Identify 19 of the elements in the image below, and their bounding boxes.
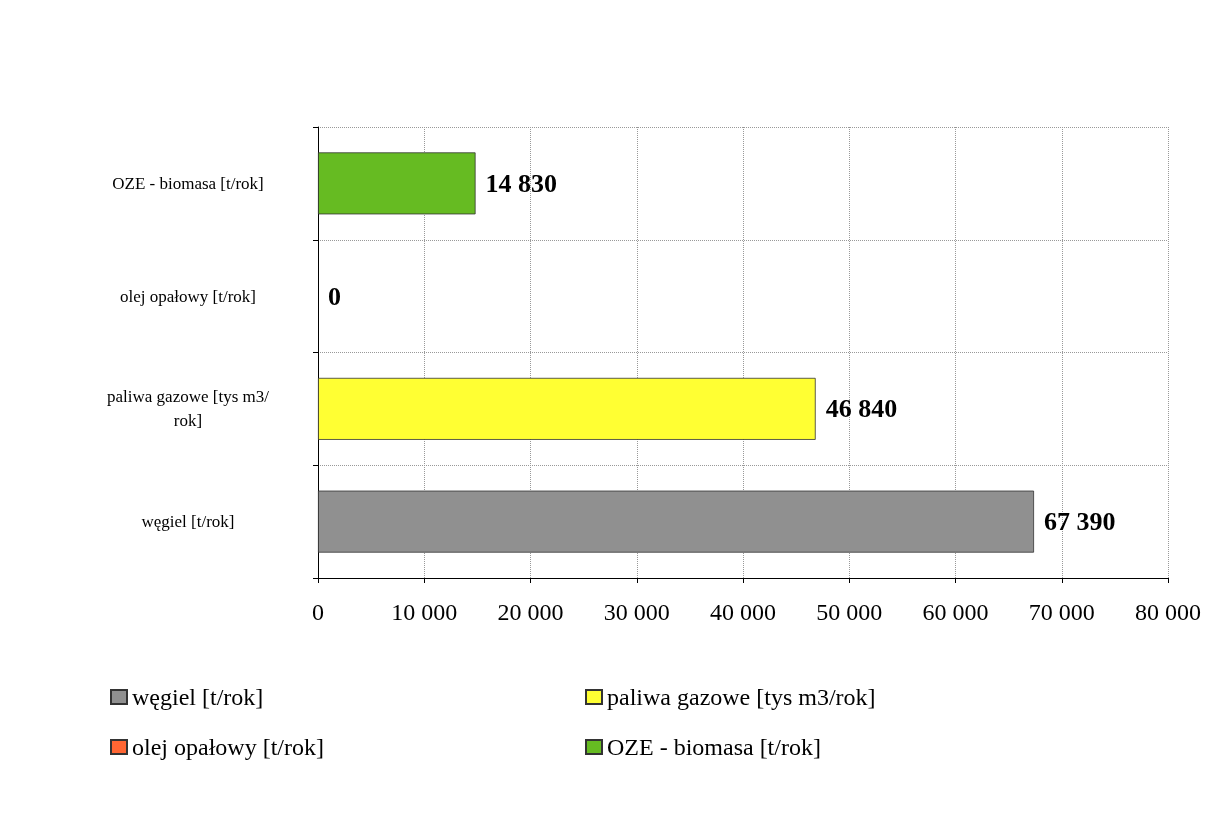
y-tick-label: OZE - biomasa [t/rok]	[112, 173, 264, 193]
data-label: 46 840	[825, 394, 898, 424]
x-tick-label: 80 000	[1135, 599, 1201, 625]
y-tick-label: węgiel [t/rok]	[141, 512, 235, 532]
data-label: 67 390	[1044, 507, 1116, 537]
x-tick-label: 20 000	[497, 599, 564, 625]
legend-label: paliwa gazowe [tys m3/rok]	[607, 684, 876, 710]
data-label: 14 830	[485, 168, 558, 198]
x-tick-label: 50 000	[816, 599, 883, 625]
x-tick-label: 0	[312, 599, 324, 625]
legend-label: OZE - biomasa [t/rok]	[607, 734, 821, 760]
y-tick-label: olej opałowy [t/rok]	[120, 286, 256, 306]
x-tick-label: 10 000	[391, 599, 458, 625]
data-label: 0	[328, 281, 341, 311]
x-tick-label: 30 000	[603, 599, 670, 625]
x-tick-label: 70 000	[1028, 599, 1095, 625]
x-tick-label: 60 000	[922, 599, 989, 625]
y-tick-label: paliwa gazowe [tys m3/rok]	[107, 387, 270, 431]
x-tick-label: 40 000	[710, 599, 776, 625]
